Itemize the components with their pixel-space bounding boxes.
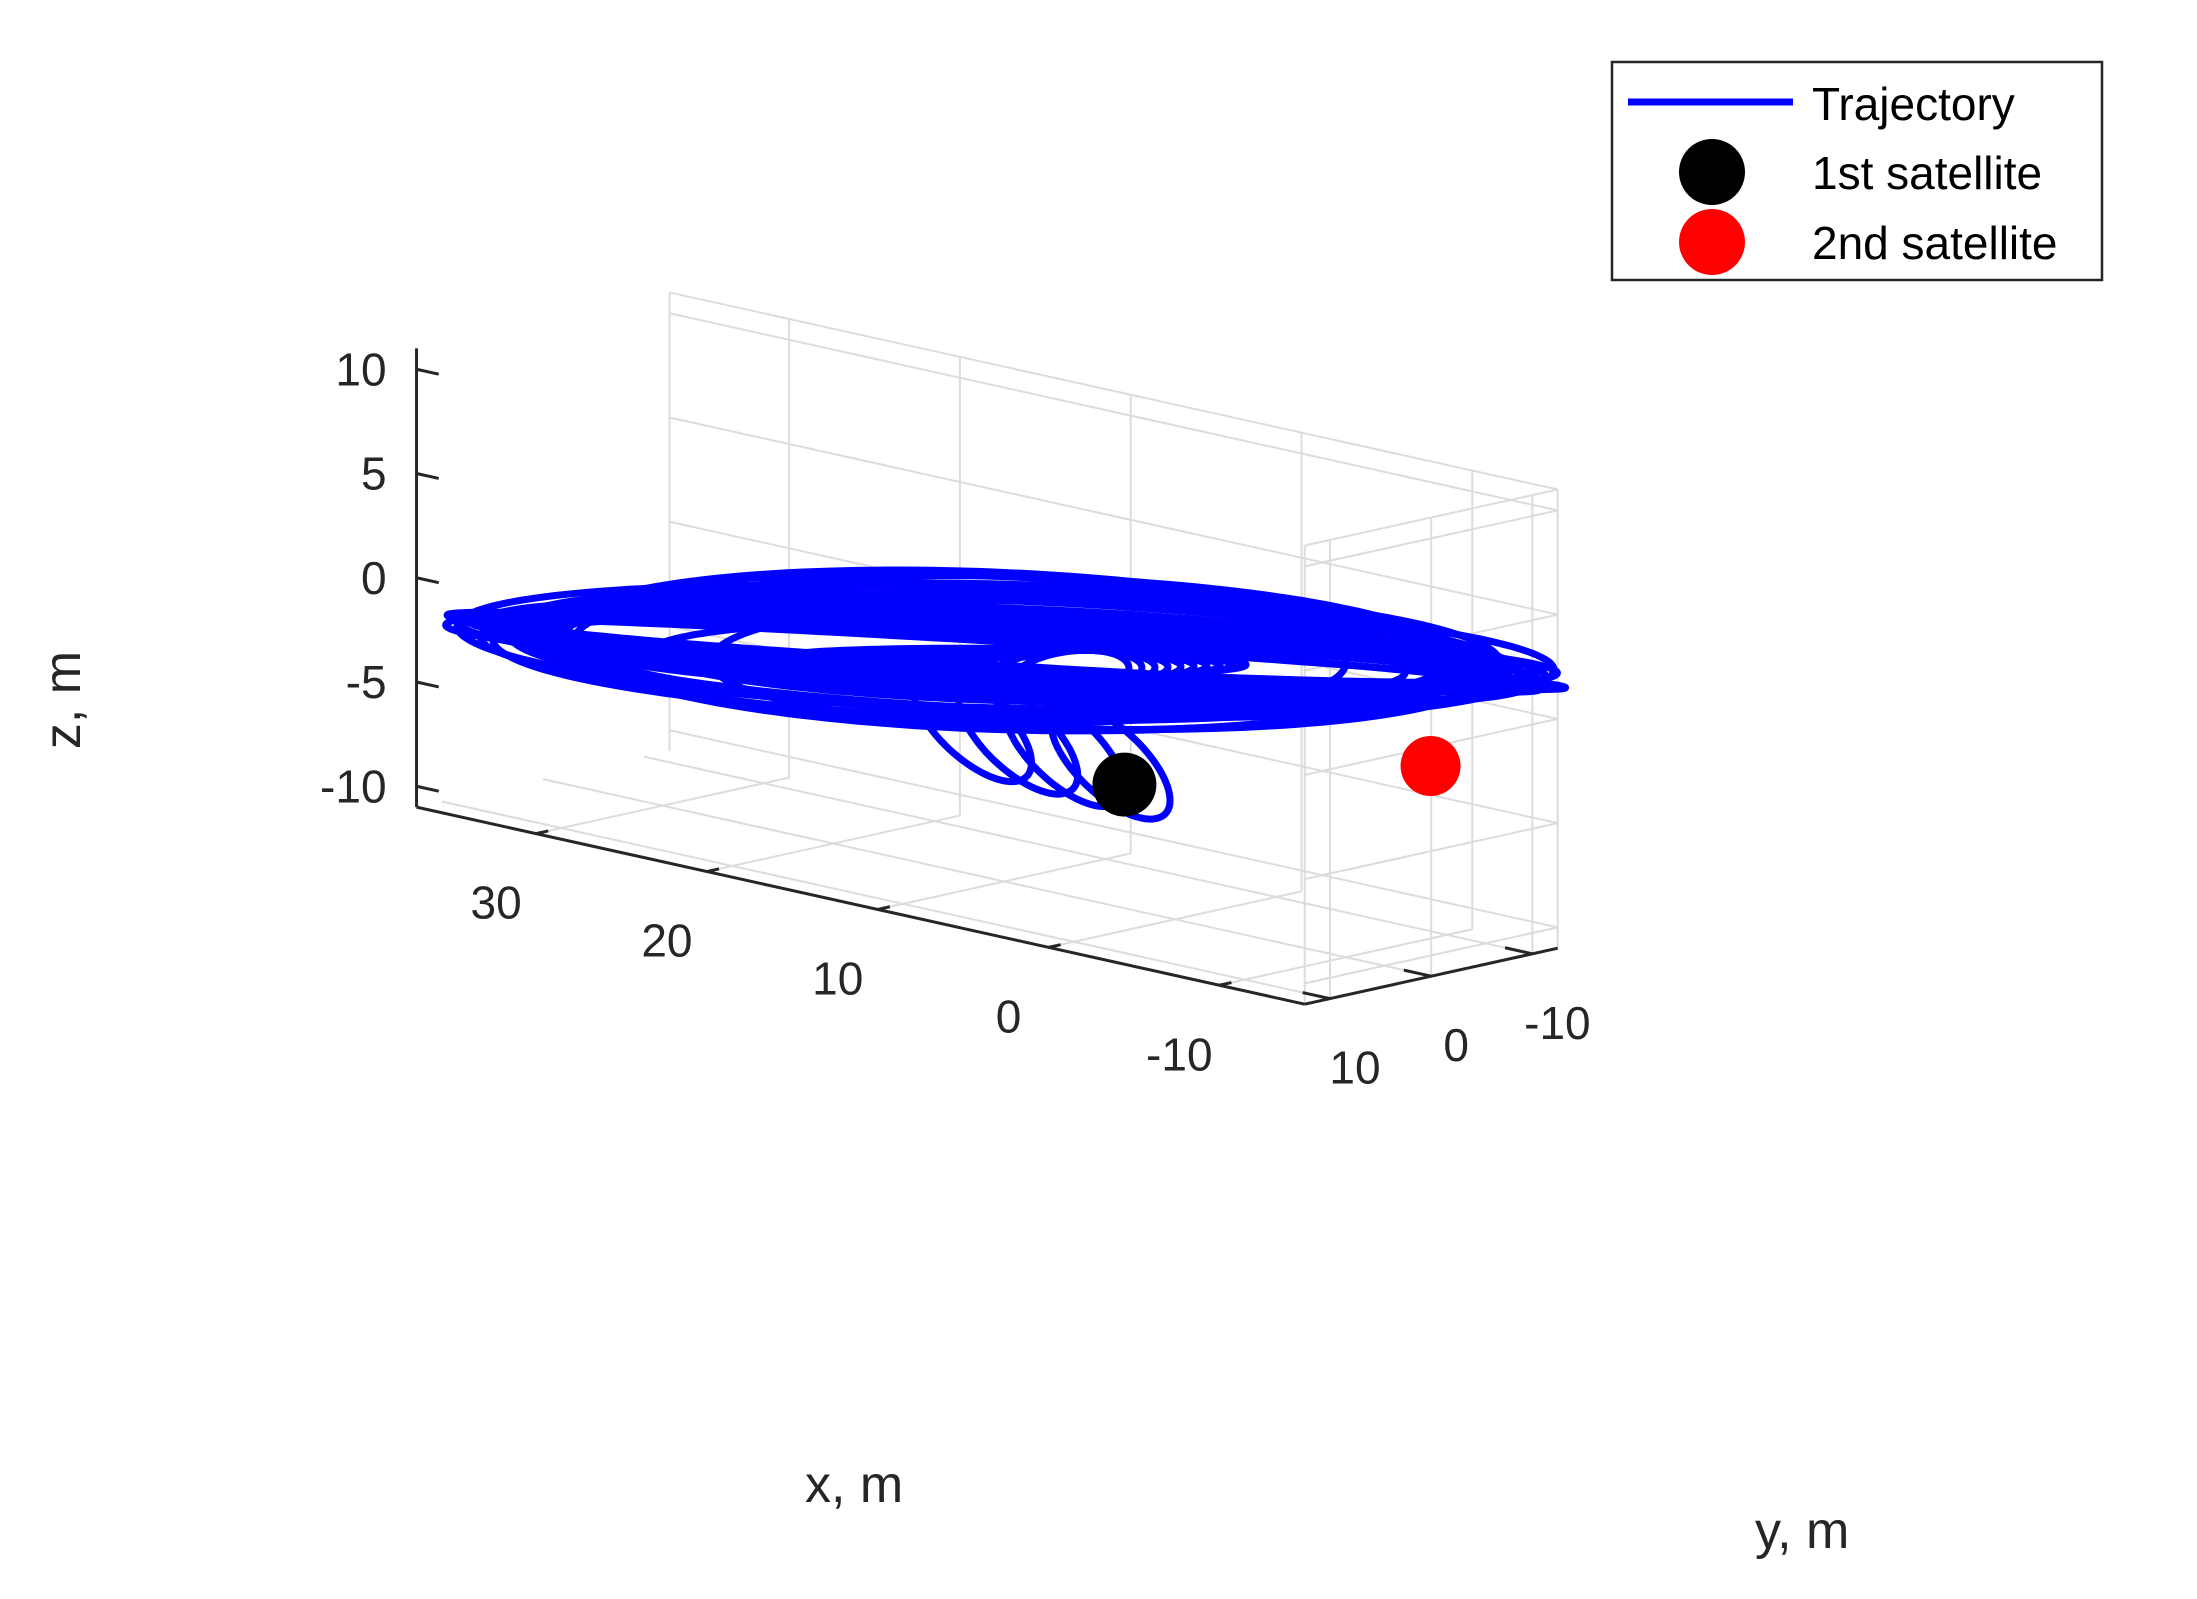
- z-tick-label: -10: [320, 760, 386, 812]
- z-tick: [416, 680, 440, 689]
- grid-edge: [669, 291, 1558, 491]
- x-tick: [1048, 943, 1061, 949]
- tick-labels: 30 20 10 0 -10 10 0 -10 10 5 0 -5 -10: [320, 343, 1591, 1093]
- z-tick-label: 0: [361, 552, 387, 604]
- grid-line: [669, 312, 1558, 512]
- x-tick: [877, 905, 891, 911]
- x-axis-line: [416, 805, 1306, 1006]
- x-tick: [1218, 981, 1232, 987]
- grid-line: [669, 416, 1558, 616]
- legend-satellite-2-swatch: [1679, 209, 1745, 275]
- z-tick: [416, 472, 440, 480]
- y-tick-label: -10: [1524, 997, 1590, 1049]
- z-axis-label: z, m: [34, 651, 92, 749]
- y-tick: [1302, 991, 1331, 1001]
- trajectory-band: [453, 581, 1525, 722]
- grid-line: [1304, 509, 1558, 568]
- legend-trajectory-label: Trajectory: [1812, 78, 2015, 130]
- satellite-2-marker: [1400, 735, 1461, 796]
- y-tick-label: 0: [1443, 1019, 1469, 1071]
- y-tick: [1403, 968, 1432, 978]
- z-tick-label: 10: [335, 343, 386, 395]
- grid-line: [542, 778, 1432, 978]
- x-tick: [535, 829, 549, 836]
- grid-line: [669, 729, 1558, 929]
- legend-satellite-2-label: 2nd satellite: [1812, 217, 2058, 269]
- z-tick-label: -5: [346, 656, 387, 708]
- y-tick-label: 10: [1329, 1042, 1380, 1094]
- axes-frame: [415, 348, 1559, 1006]
- z-tick-label: 5: [361, 448, 387, 500]
- satellite-markers: [1092, 735, 1461, 817]
- trajectory-inner-loop: [766, 644, 1250, 679]
- z-tick: [416, 784, 440, 793]
- x-tick: [706, 867, 720, 874]
- z-tick: [416, 576, 440, 585]
- x-tick-label: 0: [996, 990, 1022, 1042]
- legend: Trajectory 1st satellite 2nd satellite: [1610, 60, 2104, 282]
- grid-line: [644, 755, 1533, 955]
- legend-satellite-1-swatch: [1679, 139, 1745, 205]
- trajectory-series: [442, 566, 1570, 823]
- satellite-1-marker: [1092, 752, 1157, 817]
- y-tick: [1504, 946, 1533, 956]
- x-tick-label: 30: [471, 877, 522, 929]
- x-tick-label: 20: [641, 915, 692, 967]
- x-axis-label: x, m: [805, 1456, 903, 1514]
- grid-line: [441, 800, 1331, 1000]
- x-tick-label: 10: [812, 952, 863, 1004]
- grid-line: [1304, 926, 1558, 985]
- x-tick-label: -10: [1146, 1028, 1212, 1080]
- grid-line: [1304, 822, 1558, 881]
- grid-edge: [1304, 488, 1558, 547]
- legend-satellite-1-label: 1st satellite: [1812, 147, 2042, 199]
- z-tick: [416, 367, 440, 376]
- trajectory-small-loop: [908, 664, 1035, 786]
- y-axis-label: y, m: [1755, 1502, 1849, 1560]
